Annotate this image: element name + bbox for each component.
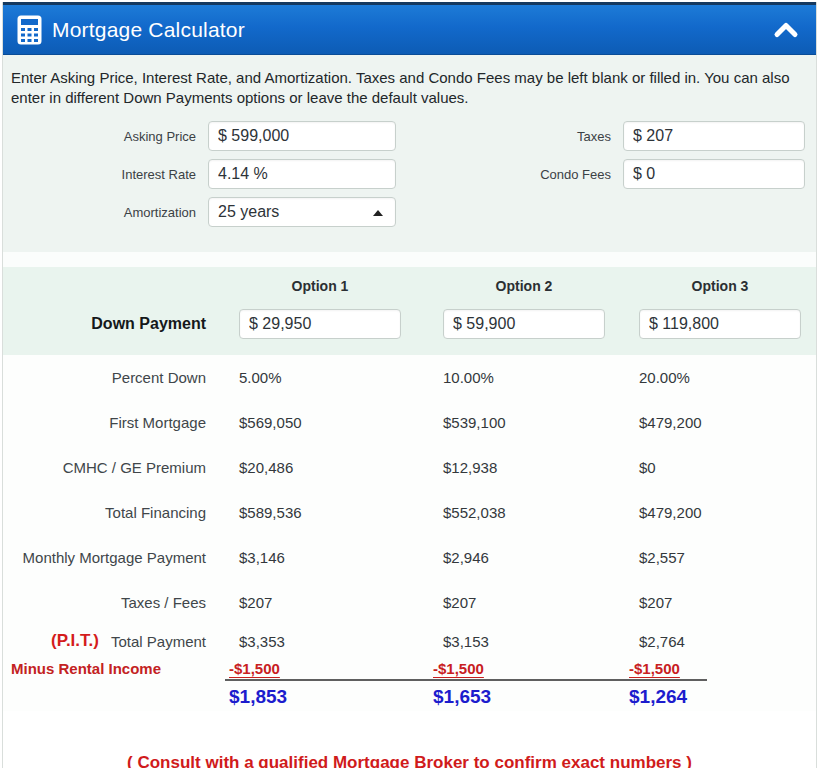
disclaimer-text: ( Consult with a qualified Mortgage Brok… — [3, 753, 816, 768]
table-row-minus-rental-income: Minus Rental Income -$1,500 -$1,500 -$1,… — [3, 657, 816, 679]
condo-fees-row: Condo Fees — [418, 159, 805, 189]
row-value: $12,938 — [443, 459, 605, 476]
row-label: CMHC / GE Premium — [3, 459, 215, 477]
section-divider — [3, 252, 816, 267]
taxes-label: Taxes — [418, 129, 615, 144]
form-column-left: Asking Price Interest Rate Amortization … — [3, 121, 396, 235]
amortization-selected-value: 25 years — [218, 203, 279, 221]
row-value: $2,946 — [443, 549, 605, 566]
rental-value: -$1,500 — [433, 660, 605, 677]
panel-header-bar[interactable]: Mortgage Calculator — [3, 2, 816, 55]
taxes-row: Taxes — [418, 121, 805, 151]
down-payment-option1-input[interactable] — [239, 309, 401, 339]
condo-fees-input[interactable] — [623, 159, 805, 189]
option-3-header: Option 3 — [639, 278, 801, 294]
down-payment-option2-input[interactable] — [443, 309, 605, 339]
row-value: $589,536 — [239, 504, 401, 521]
row-value: $539,100 — [443, 414, 605, 431]
row-label: First Mortgage — [3, 414, 215, 432]
rental-value: -$1,500 — [229, 660, 401, 677]
option-1-header: Option 1 — [239, 278, 401, 294]
table-row-first-mortgage: First Mortgage $569,050 $539,100 $479,20… — [3, 400, 816, 445]
table-row-net-totals: $1,853 $1,653 $1,264 — [3, 681, 816, 711]
row-value: $0 — [639, 459, 801, 476]
form-column-right: Taxes Condo Fees — [418, 121, 805, 197]
row-value: 20.00% — [639, 369, 801, 386]
row-value: 10.00% — [443, 369, 605, 386]
asking-price-input[interactable] — [208, 121, 396, 151]
down-payment-band: Option 1 Option 2 Option 3 Down Payment — [3, 267, 816, 355]
pit-annotation: (P.I.T.) — [51, 631, 99, 651]
row-value: $20,486 — [239, 459, 401, 476]
table-row-cmhc-ge-premium: CMHC / GE Premium $20,486 $12,938 $0 — [3, 445, 816, 490]
row-label: Taxes / Fees — [3, 594, 215, 612]
row-label: Total Financing — [3, 504, 215, 522]
row-value: 5.00% — [239, 369, 401, 386]
page-title: Mortgage Calculator — [52, 18, 772, 42]
net-total-value: $1,853 — [229, 686, 401, 708]
row-value: $2,557 — [639, 549, 801, 566]
taxes-input[interactable] — [623, 121, 805, 151]
asking-price-row: Asking Price — [3, 121, 396, 151]
footer: ( Consult with a qualified Mortgage Brok… — [3, 711, 816, 768]
option-header-row: Option 1 Option 2 Option 3 — [3, 271, 816, 301]
row-label: Monthly Mortgage Payment — [3, 549, 215, 567]
row-value: $479,200 — [639, 414, 801, 431]
row-label: Total Payment — [111, 633, 206, 650]
select-up-triangle-icon — [373, 210, 383, 216]
mortgage-calculator-panel: Mortgage Calculator Enter Asking Price, … — [2, 2, 817, 768]
row-value: $2,764 — [639, 633, 801, 650]
chevron-up-icon — [773, 21, 799, 39]
collapse-button[interactable] — [772, 20, 800, 40]
asking-price-label: Asking Price — [3, 129, 200, 144]
row-value: $479,200 — [639, 504, 801, 521]
instructions-text: Enter Asking Price, Interest Rate, and A… — [11, 68, 808, 108]
row-value: $207 — [639, 594, 801, 611]
condo-fees-label: Condo Fees — [418, 167, 615, 182]
row-value: $569,050 — [239, 414, 401, 431]
amortization-select[interactable]: 25 years — [208, 197, 396, 227]
row-value: $207 — [239, 594, 401, 611]
interest-rate-input[interactable] — [208, 159, 396, 189]
row-value: $3,153 — [443, 633, 605, 650]
rental-value: -$1,500 — [629, 660, 801, 677]
interest-rate-label: Interest Rate — [3, 167, 200, 182]
row-value: $552,038 — [443, 504, 605, 521]
amortization-row: Amortization 25 years — [3, 197, 396, 227]
row-value: $3,146 — [239, 549, 401, 566]
table-row-monthly-mortgage-payment: Monthly Mortgage Payment $3,146 $2,946 $… — [3, 535, 816, 580]
table-row-total-payment: (P.I.T.) Total Payment $3,353 $3,153 $2,… — [3, 625, 816, 657]
table-row-taxes-fees: Taxes / Fees $207 $207 $207 — [3, 580, 816, 625]
input-section: Enter Asking Price, Interest Rate, and A… — [3, 55, 816, 252]
row-label: Percent Down — [3, 369, 215, 387]
table-row-percent-down: Percent Down 5.00% 10.00% 20.00% — [3, 355, 816, 400]
results-table: Percent Down 5.00% 10.00% 20.00% First M… — [3, 355, 816, 711]
row-value: $207 — [443, 594, 605, 611]
net-total-value: $1,264 — [629, 686, 801, 708]
calculator-icon — [17, 15, 42, 45]
row-value: $3,353 — [239, 633, 401, 650]
amortization-label: Amortization — [3, 205, 200, 220]
net-total-value: $1,653 — [433, 686, 605, 708]
down-payment-row: Down Payment — [3, 301, 816, 347]
down-payment-option3-input[interactable] — [639, 309, 801, 339]
down-payment-label: Down Payment — [3, 315, 215, 333]
option-2-header: Option 2 — [443, 278, 605, 294]
form-area: Asking Price Interest Rate Amortization … — [11, 121, 808, 252]
interest-rate-row: Interest Rate — [3, 159, 396, 189]
minus-rental-income-label: Minus Rental Income — [3, 660, 215, 677]
table-row-total-financing: Total Financing $589,536 $552,038 $479,2… — [3, 490, 816, 535]
